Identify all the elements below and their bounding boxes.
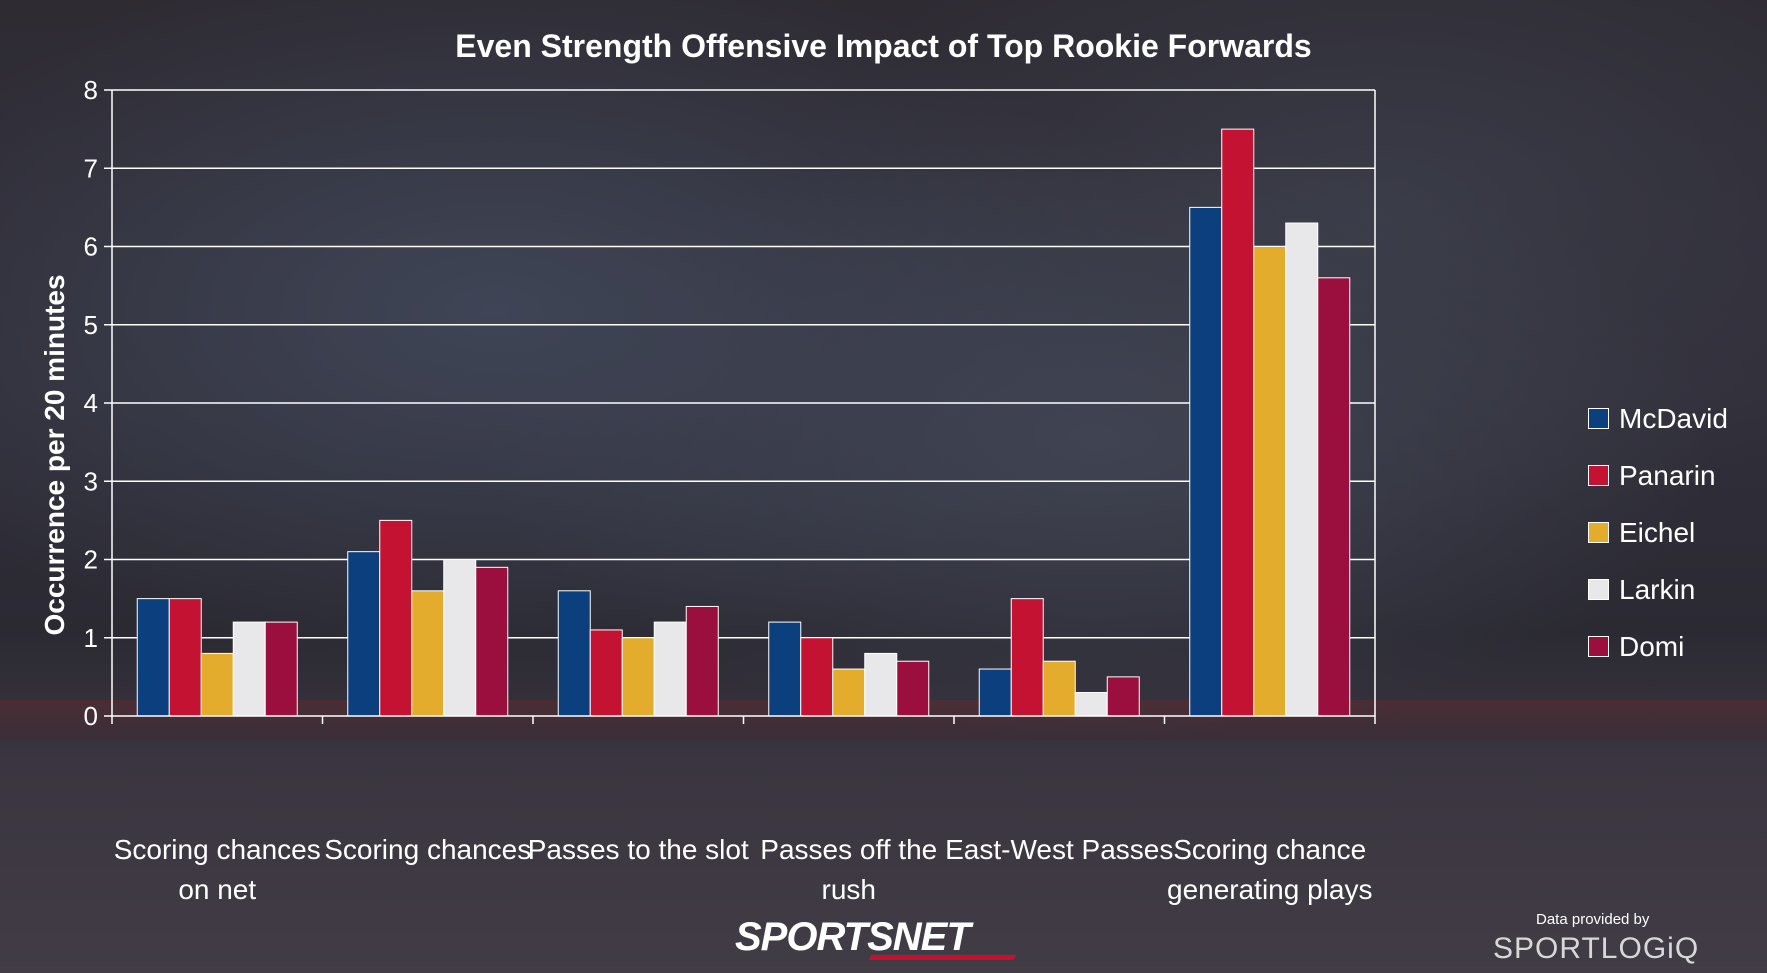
legend-item-larkin: Larkin: [1588, 561, 1728, 618]
bar-panarin-3: [589, 629, 623, 717]
bar-panarin-6: [1221, 128, 1255, 717]
legend-swatch: [1588, 579, 1609, 600]
sportsnet-logo: SPORTSNET: [735, 915, 971, 959]
bar-larkin-6: [1285, 222, 1319, 717]
sportlogiq-logo: SPORTLOGiQ: [1493, 932, 1700, 965]
y-tick-label: 2: [84, 545, 98, 575]
legend-label: Panarin: [1619, 459, 1716, 491]
legend-swatch: [1588, 408, 1609, 429]
bar-mcdavid-1: [136, 598, 170, 717]
bars: [136, 128, 1351, 717]
bar-panarin-2: [379, 519, 413, 717]
bar-domi-3: [685, 605, 719, 717]
bar-larkin-3: [653, 621, 687, 717]
bar-mcdavid-6: [1189, 206, 1223, 717]
bar-larkin-4: [864, 652, 898, 717]
bar-panarin-4: [800, 637, 834, 717]
legend-item-domi: Domi: [1588, 618, 1728, 675]
gridlines: [112, 89, 1375, 639]
legend-item-panarin: Panarin: [1588, 447, 1728, 504]
x-tick-label: Scoring chance generating plays: [1167, 834, 1373, 905]
legend: McDavid Panarin Eichel Larkin Domi: [1588, 390, 1728, 675]
y-tick-label: 3: [84, 466, 98, 496]
bar-larkin-2: [443, 559, 477, 717]
y-tick-label: 8: [84, 75, 98, 105]
bar-eichel-3: [621, 637, 655, 717]
x-tick-label: East-West Passes: [945, 834, 1174, 865]
bar-mcdavid-3: [557, 590, 591, 717]
legend-label: Larkin: [1619, 573, 1696, 605]
bar-domi-4: [896, 660, 930, 717]
legend-label: McDavid: [1619, 402, 1728, 434]
x-tick-label: Scoring chances on net: [113, 834, 321, 905]
bar-mcdavid-5: [978, 668, 1012, 717]
axes: 0 1 2 3 4 5 6 7 8: [84, 75, 1376, 731]
x-tick-label: Scoring chances: [324, 834, 532, 865]
bar-panarin-5: [1010, 598, 1044, 717]
y-tick-label: 6: [84, 232, 98, 262]
y-tick-label: 7: [84, 153, 98, 183]
sportsnet-logo-stripe: [868, 955, 1017, 960]
bar-panarin-1: [168, 598, 202, 717]
bar-eichel-1: [200, 652, 234, 717]
data-credit: Data provided by: [1536, 911, 1650, 928]
bar-eichel-6: [1253, 246, 1287, 717]
legend-item-mcdavid: McDavid: [1588, 390, 1728, 447]
bar-domi-1: [264, 621, 298, 717]
y-tick-label: 5: [84, 310, 98, 340]
bar-larkin-1: [232, 621, 266, 717]
legend-swatch: [1588, 522, 1609, 543]
x-tick-label: Passes off the rush: [760, 834, 938, 905]
legend-swatch: [1588, 465, 1609, 486]
legend-label: Domi: [1619, 630, 1685, 662]
y-tick-label: 1: [84, 623, 98, 653]
bar-domi-2: [475, 566, 509, 717]
x-tick-label: Passes to the slot: [527, 834, 749, 865]
bar-mcdavid-2: [347, 551, 381, 717]
bar-eichel-2: [411, 590, 445, 717]
bar-mcdavid-4: [768, 621, 802, 717]
legend-swatch: [1588, 636, 1609, 657]
bar-eichel-4: [832, 668, 866, 717]
bar-eichel-5: [1042, 660, 1076, 717]
chart-title: Even Strength Offensive Impact of Top Ro…: [455, 28, 1312, 64]
y-tick-label: 0: [84, 701, 98, 731]
bar-larkin-5: [1074, 692, 1108, 717]
legend-item-eichel: Eichel: [1588, 504, 1728, 561]
bar-domi-5: [1106, 676, 1140, 717]
legend-label: Eichel: [1619, 516, 1696, 548]
y-tick-label: 4: [84, 388, 98, 418]
bar-domi-6: [1317, 277, 1351, 717]
